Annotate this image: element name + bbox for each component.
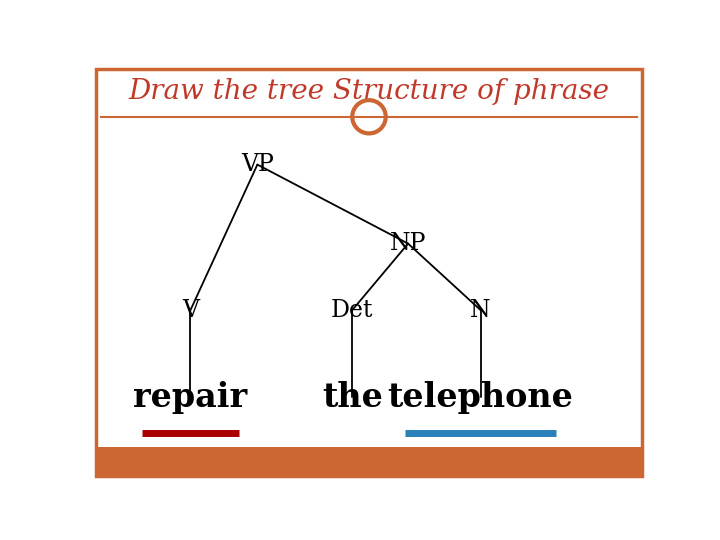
FancyBboxPatch shape [96,447,642,476]
Text: VP: VP [241,153,274,176]
Text: repair: repair [133,381,248,414]
Text: Draw the tree Structure of phrase: Draw the tree Structure of phrase [128,78,610,105]
Text: NP: NP [390,232,426,255]
Text: N: N [470,299,491,322]
Text: V: V [182,299,199,322]
Text: telephone: telephone [387,381,574,414]
Text: Det: Det [331,299,374,322]
Text: the: the [322,381,383,414]
FancyBboxPatch shape [96,69,642,476]
